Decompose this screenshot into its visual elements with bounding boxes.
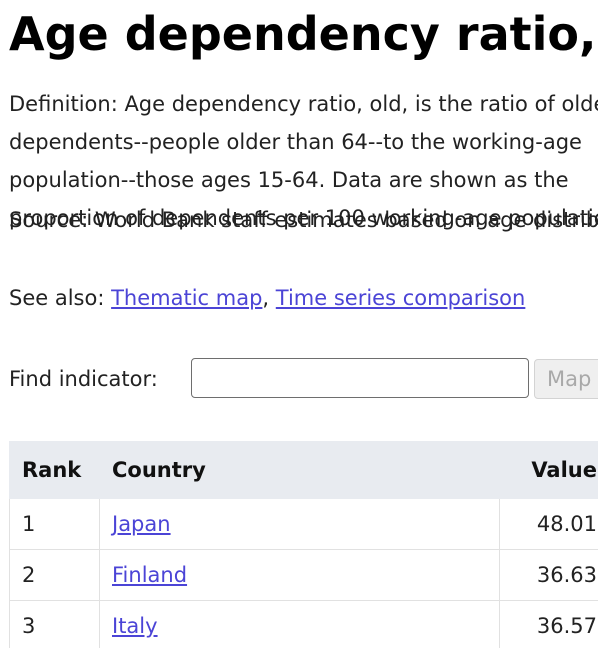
rank-cell: 1	[9, 498, 100, 550]
rank-cell: 3	[9, 600, 100, 648]
page-title: Age dependency ratio, old (% of working-…	[9, 7, 598, 61]
country-link-italy[interactable]: Italy	[112, 614, 158, 638]
map-button[interactable]: Map	[534, 359, 598, 399]
country-cell: Finland	[99, 549, 500, 601]
value-column-header[interactable]: Value	[499, 441, 598, 499]
see-also: See also: Thematic map, Time series comp…	[9, 279, 525, 317]
country-link-finland[interactable]: Finland	[112, 563, 188, 587]
source-text: Source: World Bank staff estimates based…	[9, 208, 598, 232]
thematic-map-link[interactable]: Thematic map	[111, 286, 263, 310]
time-series-comparison-link[interactable]: Time series comparison	[275, 286, 526, 310]
see-also-separator: ,	[262, 286, 276, 310]
table-row: 1 Japan 48.01	[9, 498, 598, 550]
country-cell: Italy	[99, 600, 500, 648]
country-cell: Japan	[99, 498, 500, 550]
country-link-japan[interactable]: Japan	[112, 512, 171, 536]
ranking-table: Rank Country Value 1 Japan 48.01 2 Finla…	[9, 441, 598, 648]
value-cell: 36.57	[499, 600, 598, 648]
rank-column-header[interactable]: Rank	[9, 441, 100, 499]
table-row: 3 Italy 36.57	[9, 600, 598, 648]
table-row: 2 Finland 36.63	[9, 549, 598, 601]
find-indicator-label: Find indicator:	[9, 367, 158, 391]
definition-text: Definition: Age dependency ratio, old, i…	[9, 92, 598, 230]
country-column-header[interactable]: Country	[99, 441, 500, 499]
value-cell: 36.63	[499, 549, 598, 601]
rank-cell: 2	[9, 549, 100, 601]
value-cell: 48.01	[499, 498, 598, 550]
find-indicator-input[interactable]	[191, 358, 529, 398]
table-header-row: Rank Country Value	[9, 441, 598, 499]
see-also-label: See also:	[9, 286, 112, 310]
